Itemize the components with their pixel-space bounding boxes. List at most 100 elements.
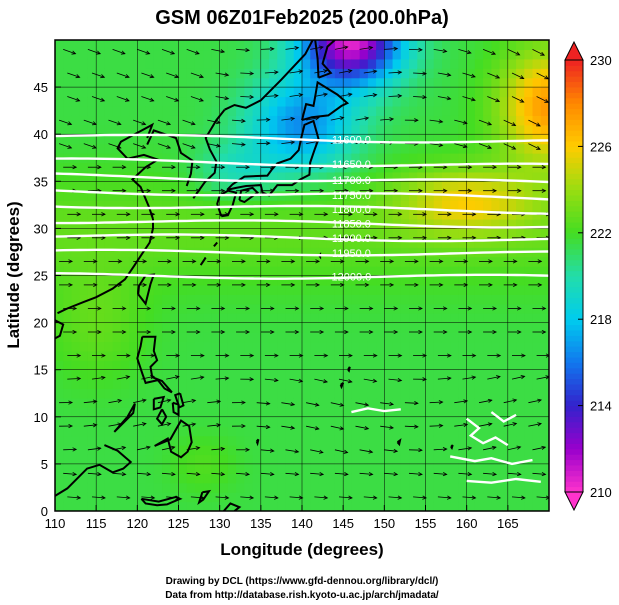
field-cell: [417, 218, 427, 229]
wind-arrow-head: [96, 50, 102, 55]
wind-arrow-shaft: [190, 72, 204, 78]
wind-arrow: [116, 353, 131, 358]
wind-arrow-head: [150, 495, 156, 500]
field-cell: [483, 40, 492, 51]
field-cell: [252, 445, 262, 456]
wind-arrow-head: [348, 353, 353, 358]
wind-arrow-shaft: [507, 49, 520, 56]
field-cell: [367, 171, 377, 182]
wind-arrow: [264, 93, 279, 98]
field-cell: [71, 397, 81, 408]
wind-arrow-head: [517, 306, 522, 311]
field-cell: [334, 124, 344, 135]
y-tick-label: 0: [41, 504, 48, 519]
field-cell: [104, 350, 114, 361]
field-cell: [343, 134, 352, 145]
field-cell: [63, 313, 73, 324]
field-cell: [244, 87, 254, 98]
field-cell: [63, 379, 73, 390]
field-cell: [170, 237, 180, 248]
field-cell: [55, 473, 64, 484]
field-cell: [87, 124, 97, 135]
field-cell: [178, 143, 188, 154]
field-cell: [178, 454, 188, 465]
field-cell: [540, 115, 549, 126]
wind-arrow-head: [270, 329, 275, 335]
field-cell: [376, 200, 385, 211]
field-cell: [244, 153, 254, 164]
field-cell: [302, 87, 311, 98]
wind-arrow: [408, 47, 423, 52]
field-cell: [203, 153, 213, 164]
wind-arrow-head: [146, 445, 151, 450]
wind-arrow-shaft: [334, 46, 348, 50]
field-cell: [120, 322, 130, 333]
field-cell: [162, 473, 171, 484]
field-cell: [359, 435, 369, 446]
field-cell: [293, 96, 303, 107]
field-cell: [120, 40, 130, 51]
field-cell: [145, 407, 155, 418]
field-cell: [441, 58, 451, 69]
contour-line: [55, 133, 549, 144]
field-cell: [433, 369, 443, 380]
field-cell: [203, 200, 213, 211]
field-cell: [178, 68, 188, 79]
wind-arrow-shaft: [483, 446, 496, 451]
field-cell: [129, 237, 138, 248]
wind-arrow-head: [487, 398, 493, 403]
wind-arrow-head: [216, 143, 221, 148]
wind-arrow-head: [125, 375, 131, 380]
wind-arrow: [330, 282, 345, 288]
wind-arrow-head: [274, 93, 279, 98]
field-cell: [277, 275, 287, 286]
field-cell: [433, 266, 443, 277]
field-cell: [532, 445, 542, 456]
field-cell: [458, 426, 468, 437]
field-cell: [474, 87, 484, 98]
field-cell: [318, 181, 328, 192]
wind-arrow-head: [166, 422, 172, 427]
wind-arrow: [314, 212, 329, 217]
wind-arrow: [310, 471, 325, 477]
field-cell: [441, 379, 451, 390]
colorbar-segment: [565, 432, 583, 439]
field-cell: [359, 473, 369, 484]
wind-arrow-head: [166, 398, 172, 403]
field-cell: [433, 105, 443, 116]
wind-arrow: [384, 306, 399, 311]
field-cell: [120, 266, 130, 277]
field-cell: [219, 266, 229, 277]
wind-arrow: [112, 445, 127, 451]
field-cell: [516, 435, 525, 446]
field-cell: [194, 435, 204, 446]
contour-label: 11850.0: [332, 219, 371, 231]
wind-arrow-shaft: [161, 49, 175, 55]
field-cell: [532, 388, 542, 399]
field-cell: [71, 49, 81, 60]
colorbar-segment: [565, 297, 583, 304]
field-cell: [367, 397, 377, 408]
x-tick-label: 160: [456, 516, 478, 531]
field-cell: [137, 435, 147, 446]
field-cell: [483, 134, 492, 145]
field-cell: [227, 492, 237, 503]
wind-arrow: [413, 495, 428, 500]
field-cell: [112, 369, 122, 380]
field-cell: [219, 379, 229, 390]
field-cell: [63, 58, 73, 69]
coastline: [152, 395, 166, 411]
field-cell: [450, 463, 460, 474]
field-cell: [244, 77, 254, 88]
field-cell: [236, 77, 245, 88]
wind-arrow-shaft: [462, 496, 476, 499]
field-cell: [104, 218, 114, 229]
field-cell: [392, 426, 402, 437]
field-cell: [87, 407, 97, 418]
field-cell: [334, 171, 344, 182]
field-cell: [71, 463, 81, 474]
field-cell: [211, 105, 221, 116]
field-cell: [540, 275, 549, 286]
wind-arrow-shaft: [211, 472, 225, 475]
coastline: [113, 403, 136, 433]
